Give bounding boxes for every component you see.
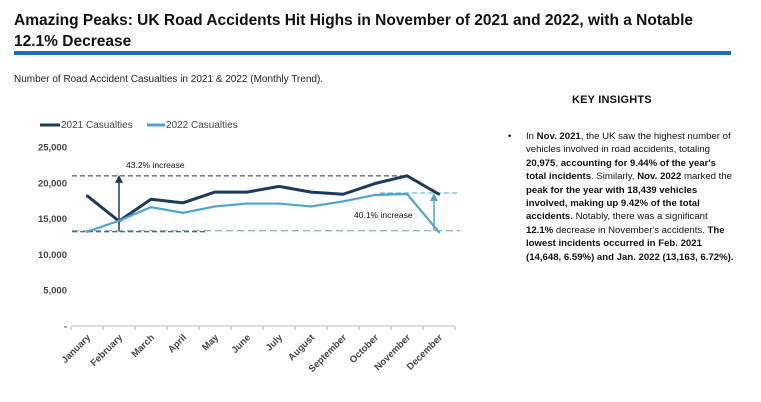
y-tick-label: - (64, 322, 67, 333)
insights-heading: KEY INSIGHTS (572, 94, 652, 106)
insight-segment: 12.1% (526, 224, 554, 236)
insight-segment: Nov. 2021 (536, 131, 581, 142)
data-point-2021 (245, 190, 249, 194)
series-line-2022 (86, 192, 440, 233)
insight-segment: Notably, there was a significant (572, 211, 708, 223)
data-point-2021 (437, 193, 441, 196)
x-tick-label: May (200, 332, 221, 353)
title-divider (14, 51, 731, 55)
insight-segment: , the UK saw the highest number of vehic… (526, 131, 731, 156)
insight-text: In Nov. 2021, the UK saw the highest num… (526, 130, 737, 264)
insight-segment: marked the (681, 171, 732, 183)
insight-segment: Nov. 2022 (637, 171, 682, 183)
data-point-2022 (373, 193, 377, 197)
line-chart: 2021 Casualties 2022 Casualties 25,000 20… (38, 120, 460, 375)
insight-segment: decrease in November's accidents. (553, 224, 708, 236)
annotation-label-2021: 43.2% increase (126, 160, 185, 170)
data-point-2022 (341, 200, 345, 203)
data-point-2021 (85, 194, 89, 197)
data-point-2021 (213, 190, 217, 194)
series-lines (85, 174, 441, 234)
insight-segment: peak for the year with 18,439 vehicles i… (526, 184, 700, 223)
y-tick-labels: 25,000 20,000 15,000 10,000 5,000 - (38, 143, 67, 333)
insight-bullet: • (508, 131, 512, 142)
data-point-2022 (85, 230, 89, 233)
data-point-2022 (213, 205, 217, 208)
x-tick-label: June (230, 332, 253, 355)
data-point-2021 (149, 198, 153, 201)
y-tick-label: 25,000 (38, 143, 67, 154)
data-point-2022 (149, 205, 153, 209)
x-tick-label: March (130, 332, 158, 360)
insight-segment: The lowest incidents occurred in Feb. 20… (526, 224, 734, 263)
data-point-2021 (181, 201, 185, 205)
data-point-2022 (117, 219, 121, 222)
insight-segment: In (526, 131, 537, 142)
data-point-2021 (277, 185, 281, 188)
insight-segment: accounting for 9.44% of the year's total… (526, 157, 716, 183)
x-tick-label: February (89, 332, 126, 369)
insights-panel: • In Nov. 2021, the UK saw the highest n… (497, 130, 737, 264)
chart-title: Amazing Peaks: UK Road Accidents Hit Hig… (14, 12, 694, 50)
y-tick-label: 15,000 (38, 214, 67, 225)
legend: 2021 Casualties 2022 Casualties (40, 120, 238, 131)
data-point-2022 (181, 211, 185, 215)
series-line-2021 (86, 174, 440, 223)
y-tick-label: 10,000 (38, 250, 67, 261)
data-point-2022 (245, 202, 249, 205)
data-point-2022 (277, 202, 281, 205)
data-point-2022 (405, 192, 409, 196)
x-tick-label: August (286, 332, 318, 364)
data-point-2021 (309, 190, 313, 194)
increase-arrowhead-2022 (430, 192, 438, 201)
increase-arrowhead-2021 (115, 174, 123, 183)
legend-label-2021: 2021 Casualties (61, 120, 133, 131)
chart-subtitle: Number of Road Accident Casualties in 20… (14, 74, 324, 85)
data-point-2022 (437, 231, 441, 234)
annotations: 43.2% increase 40.1% increase (72, 160, 460, 233)
data-point-2021 (405, 174, 409, 178)
data-point-2022 (309, 205, 313, 208)
annotation-label-2022: 40.1% increase (354, 210, 413, 220)
y-tick-label: 20,000 (38, 178, 67, 189)
x-tick-label: April (166, 332, 189, 355)
data-point-2021 (373, 182, 377, 185)
y-tick-label: 5,000 (43, 286, 67, 297)
insight-segment: . Similarly, (591, 171, 638, 183)
x-tick-label: July (264, 332, 286, 354)
legend-label-2022: 2022 Casualties (166, 120, 238, 131)
insight-segment: 20,975 (526, 157, 556, 169)
insight-segment: , (555, 157, 561, 169)
data-point-2021 (341, 193, 345, 196)
